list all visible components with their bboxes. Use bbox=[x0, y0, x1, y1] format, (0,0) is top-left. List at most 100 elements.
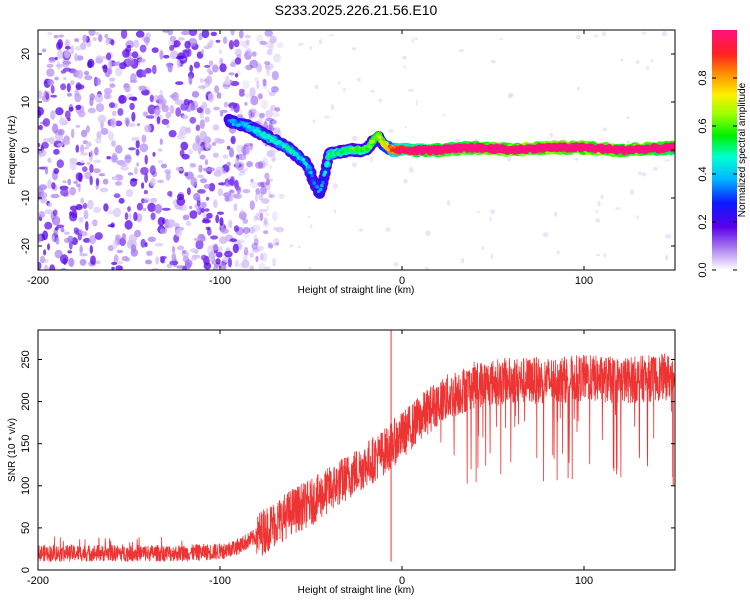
noise-blob bbox=[265, 213, 270, 216]
noise-blob bbox=[267, 242, 273, 247]
y-tick-label: 200 bbox=[20, 392, 32, 410]
noise-blob bbox=[351, 47, 357, 51]
ridge-mark bbox=[312, 181, 317, 185]
noise-blob bbox=[258, 160, 266, 169]
noise-blob bbox=[204, 77, 211, 87]
noise-blob bbox=[207, 92, 215, 103]
noise-blob bbox=[255, 192, 259, 203]
noise-blob bbox=[269, 119, 277, 125]
noise-blob bbox=[43, 197, 48, 204]
noise-blob bbox=[199, 77, 204, 84]
noise-blob bbox=[126, 45, 132, 48]
noise-blob bbox=[176, 134, 186, 140]
noise-blob bbox=[157, 179, 165, 184]
noise-blob bbox=[238, 88, 245, 93]
noise-blob bbox=[216, 251, 223, 258]
noise-blob bbox=[56, 224, 65, 229]
noise-blob bbox=[150, 212, 156, 220]
noise-blob bbox=[269, 193, 276, 199]
noise-blob bbox=[255, 188, 260, 195]
noise-blob bbox=[213, 243, 219, 251]
noise-blob bbox=[268, 45, 275, 51]
noise-blob bbox=[185, 220, 192, 227]
noise-blob bbox=[93, 159, 102, 164]
noise-blob bbox=[411, 38, 414, 44]
noise-blob bbox=[110, 39, 115, 46]
noise-blob bbox=[312, 119, 316, 123]
noise-blob bbox=[142, 207, 147, 212]
noise-blob bbox=[273, 53, 281, 64]
noise-blob bbox=[60, 227, 65, 233]
noise-blob bbox=[48, 58, 56, 63]
noise-blob bbox=[490, 59, 497, 64]
y-tick-label: 250 bbox=[20, 350, 32, 368]
noise-blob bbox=[256, 62, 262, 72]
noise-blob bbox=[195, 135, 201, 144]
noise-blob bbox=[542, 232, 549, 238]
y-tick-label: -10 bbox=[20, 190, 32, 206]
x-tick-label: 100 bbox=[575, 275, 593, 287]
noise-blob bbox=[234, 48, 242, 57]
noise-blob bbox=[60, 188, 69, 197]
noise-blob bbox=[268, 194, 273, 199]
noise-blob bbox=[149, 94, 154, 103]
ridge-mark bbox=[319, 187, 323, 192]
noise-blob bbox=[169, 45, 175, 51]
noise-blob bbox=[124, 212, 129, 221]
noise-blob bbox=[151, 47, 159, 53]
ridge-mark bbox=[320, 183, 324, 188]
noise-blob bbox=[235, 226, 244, 236]
noise-blob bbox=[245, 167, 249, 171]
noise-blob bbox=[242, 218, 249, 224]
noise-blob bbox=[595, 218, 601, 223]
noise-blob bbox=[298, 245, 301, 249]
noise-blob bbox=[187, 126, 191, 135]
noise-blob bbox=[199, 112, 204, 119]
noise-blob bbox=[99, 187, 109, 193]
noise-blob bbox=[196, 107, 203, 114]
noise-blob bbox=[142, 199, 149, 204]
noise-blob bbox=[242, 226, 251, 234]
noise-blob bbox=[481, 246, 485, 250]
noise-blob bbox=[188, 75, 193, 85]
noise-blob bbox=[50, 193, 60, 199]
x-tick-label: -100 bbox=[209, 575, 231, 587]
noise-blob bbox=[177, 245, 185, 251]
noise-blob bbox=[133, 167, 138, 175]
noise-blob bbox=[651, 58, 654, 63]
noise-blob bbox=[96, 131, 102, 140]
colorbar: 0.0 0.2 0.4 0.6 0.8 Normalized spectral ampl… bbox=[697, 30, 748, 278]
noise-blob bbox=[135, 30, 145, 38]
noise-blob bbox=[78, 173, 83, 183]
noise-blob bbox=[116, 249, 124, 254]
noise-blob bbox=[182, 49, 190, 58]
noise-blob bbox=[111, 155, 118, 163]
noise-blob bbox=[203, 167, 212, 172]
noise-blob bbox=[71, 128, 75, 139]
noise-blob bbox=[82, 202, 88, 209]
noise-blob bbox=[199, 130, 207, 141]
noise-blob bbox=[179, 126, 189, 136]
noise-blob bbox=[597, 200, 601, 207]
noise-blob bbox=[243, 252, 248, 262]
noise-blob bbox=[113, 193, 121, 199]
noise-blob bbox=[42, 230, 49, 241]
noise-blob bbox=[314, 84, 319, 90]
noise-blob bbox=[107, 224, 115, 228]
noise-blob bbox=[233, 225, 239, 232]
noise-blob bbox=[88, 30, 96, 36]
noise-blob bbox=[401, 55, 407, 60]
noise-blob bbox=[85, 125, 90, 133]
noise-blob bbox=[202, 212, 207, 218]
y-tick-label: -20 bbox=[20, 238, 32, 254]
noise-blob bbox=[236, 185, 242, 194]
noise-blob bbox=[182, 214, 190, 221]
noise-blob bbox=[161, 118, 170, 125]
noise-blob bbox=[234, 259, 239, 268]
noise-blob bbox=[51, 182, 56, 190]
noise-blob bbox=[120, 166, 129, 171]
noise-blob bbox=[269, 35, 277, 44]
noise-blob bbox=[233, 193, 243, 200]
noise-blob bbox=[122, 233, 126, 241]
noise-blob bbox=[127, 123, 136, 127]
